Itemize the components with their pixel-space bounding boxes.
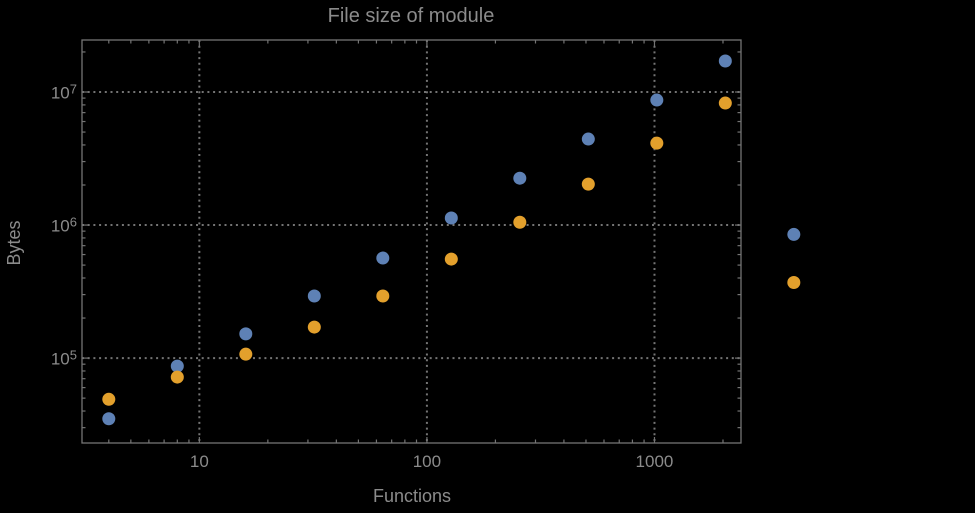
y-tick-label: 107 — [50, 81, 77, 103]
data-point-series-blue — [581, 132, 595, 146]
x-tick-label: 100 — [412, 452, 442, 471]
data-point-series-blue — [718, 54, 732, 68]
data-point-series-orange — [307, 320, 321, 334]
data-point-series-orange — [170, 370, 184, 384]
data-point-series-blue — [102, 412, 116, 426]
data-point-series-blue — [787, 227, 801, 241]
y-tick-label: 105 — [50, 347, 77, 369]
x-axis-label: Functions — [372, 486, 452, 506]
x-tick-label: 1000 — [635, 452, 674, 471]
data-point-series-blue — [376, 251, 390, 265]
data-point-series-blue — [170, 359, 184, 373]
data-point-series-blue — [239, 327, 253, 341]
chart-title: File size of module — [327, 5, 495, 27]
data-point-series-orange — [444, 252, 458, 266]
data-point-series-orange — [376, 289, 390, 303]
x-tick-label: 10 — [189, 452, 209, 471]
data-point-series-blue — [513, 171, 527, 185]
data-point-series-orange — [787, 275, 801, 289]
data-point-series-orange — [718, 96, 732, 110]
data-point-series-blue — [444, 211, 458, 225]
data-point-series-blue — [650, 93, 664, 107]
y-tick-label: 106 — [50, 214, 77, 236]
data-point-series-blue — [307, 289, 321, 303]
plot-frame — [81, 39, 742, 444]
data-point-series-orange — [581, 177, 595, 191]
data-point-series-orange — [239, 347, 253, 361]
data-point-series-orange — [513, 215, 527, 229]
data-point-series-orange — [102, 392, 116, 406]
data-point-series-orange — [650, 136, 664, 150]
